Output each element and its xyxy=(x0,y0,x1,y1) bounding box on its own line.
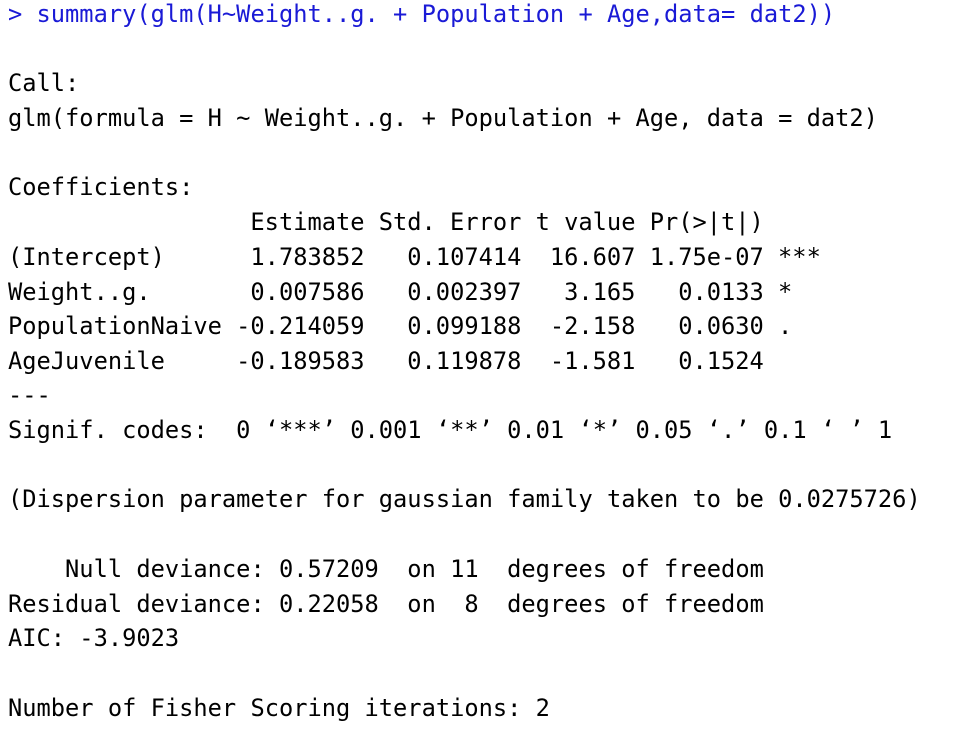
header-cell: Estimate xyxy=(250,208,365,236)
cell: 0.1524 xyxy=(678,346,764,375)
header-cell: Std. Error xyxy=(378,208,522,236)
row-name: (Intercept) xyxy=(8,243,165,271)
table-row: PopulationNaive -0.214059 0.099188 -2.158 0.… xyxy=(8,309,792,344)
iterations: Number of Fisher Scoring iterations: 2 xyxy=(8,694,550,722)
cell: 0.007586 xyxy=(250,277,365,306)
cell: 0.002397 xyxy=(407,277,522,306)
cell: 3.165 xyxy=(564,277,636,306)
cell: 0.0133 xyxy=(678,277,764,306)
cell: -1.581 xyxy=(549,346,636,375)
coefficients-label: Coefficients: xyxy=(8,173,194,201)
cell: 0.0630 xyxy=(678,312,764,341)
call-label: Call: xyxy=(8,69,80,97)
cell: 0.119878 xyxy=(407,346,522,375)
cell: -2.158 xyxy=(549,312,636,341)
null-deviance: Null deviance: 0.57209 on 11 degrees of … xyxy=(8,555,764,583)
residual-deviance: Residual deviance: 0.22058 on 8 degrees … xyxy=(8,590,764,618)
table-header: Estimate Std. Error t value Pr(>|t|) xyxy=(8,205,764,240)
table-row: Weight..g. 0.007586 0.002397 3.165 0.0133 * xyxy=(8,275,792,310)
row-name: AgeJuvenile xyxy=(8,346,165,375)
cell: 0.107414 xyxy=(407,243,522,271)
row-name: Weight..g. xyxy=(8,277,151,306)
dispersion: (Dispersion parameter for gaussian famil… xyxy=(8,485,921,513)
table-row: AgeJuvenile -0.189583 0.119878 -1.581 0.1524 xyxy=(8,344,764,379)
cell: -0.214059 xyxy=(236,312,365,341)
row-name: PopulationNaive xyxy=(8,312,222,341)
cell: *** xyxy=(778,243,821,271)
aic: AIC: -3.9023 xyxy=(8,624,180,652)
cell: * xyxy=(778,277,793,306)
cell: 1.783852 xyxy=(250,243,365,271)
separator: --- xyxy=(8,381,51,409)
table-row: (Intercept) 1.783852 0.107414 16.607 1.75e-0… xyxy=(8,240,821,275)
header-cell: Pr(>|t|) xyxy=(649,208,764,236)
cell: -0.189583 xyxy=(236,346,365,375)
cell: 16.607 xyxy=(549,243,636,271)
signif-codes: Signif. codes: 0 ‘***’ 0.001 ‘**’ 0.01 ‘… xyxy=(8,416,893,444)
command-line: > summary(glm(H~Weight..g. + Population … xyxy=(8,0,836,28)
call: glm(formula = H ~ Weight..g. + Populatio… xyxy=(8,104,878,132)
cell: 0.099188 xyxy=(407,312,522,341)
header-cell: t value xyxy=(535,208,636,236)
cell: 1.75e-07 xyxy=(649,243,764,271)
cell: . xyxy=(778,312,793,341)
